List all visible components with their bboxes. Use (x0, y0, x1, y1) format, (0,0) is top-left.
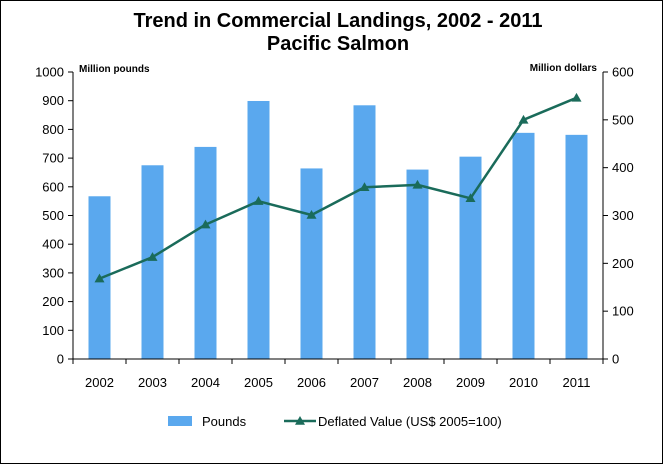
left-axis-tick-label: 200 (42, 294, 64, 309)
chart-title: Trend in Commercial Landings, 2002 - 201… (133, 10, 542, 32)
bar-2009 (459, 156, 482, 359)
left-axis-unit-label: Million pounds (79, 64, 150, 75)
value-point-2006 (306, 210, 317, 219)
right-axis-unit-label: Million dollars (530, 63, 598, 74)
value-point-2004 (200, 219, 211, 229)
legend-marker-value (295, 416, 305, 425)
bar-2008 (406, 169, 429, 359)
left-axis-tick-label: 700 (42, 151, 64, 166)
value-point-2008 (412, 179, 423, 189)
x-axis-tick-label: 2004 (191, 375, 220, 390)
bar-2010 (512, 132, 535, 359)
right-axis-tick-label: 100 (612, 304, 634, 319)
legend-swatch-pounds (168, 416, 192, 426)
left-axis-tick-label: 400 (42, 237, 64, 252)
left-axis-tick-label: 600 (42, 179, 64, 194)
legend-label-pounds: Pounds (202, 414, 247, 429)
left-axis-tick-label: 500 (42, 208, 64, 223)
axes: 0100200300400500600700800900100001002003… (35, 65, 634, 391)
value-point-2002 (94, 273, 105, 283)
left-axis-tick-label: 900 (42, 93, 64, 108)
bar-2003 (141, 165, 164, 359)
bar-2004 (194, 146, 217, 359)
legend-label-value: Deflated Value (US$ 2005=100) (318, 414, 502, 429)
right-axis-tick-label: 500 (612, 112, 634, 127)
left-axis-tick-label: 100 (42, 323, 64, 338)
value-point-2009 (465, 193, 476, 203)
x-axis-tick-label: 2010 (509, 375, 538, 390)
bar-2005 (247, 100, 270, 359)
x-axis-tick-label: 2009 (456, 375, 485, 390)
bar-2011 (565, 134, 588, 359)
bar-2007 (353, 105, 376, 360)
x-axis-tick-label: 2011 (563, 375, 591, 390)
right-axis-tick-label: 600 (612, 65, 634, 80)
right-axis-tick-label: 300 (612, 208, 634, 223)
left-axis-tick-label: 800 (42, 122, 64, 137)
left-axis-tick-label: 1000 (35, 65, 64, 80)
legend: Pounds Deflated Value (US$ 2005=100) (168, 414, 502, 429)
bar-2006 (300, 168, 323, 359)
x-axis-tick-label: 2007 (350, 375, 379, 390)
bar-series (88, 100, 588, 360)
x-axis-tick-label: 2008 (403, 375, 432, 390)
x-axis-tick-label: 2005 (244, 375, 273, 390)
x-axis-tick-label: 2006 (297, 375, 326, 390)
chart-subtitle: Pacific Salmon (267, 33, 409, 55)
x-axis-tick-label: 2003 (138, 375, 167, 390)
value-point-2011 (571, 92, 582, 102)
right-axis-tick-label: 400 (612, 160, 634, 175)
x-axis-tick-label: 2002 (85, 375, 114, 390)
value-point-2010 (518, 114, 529, 124)
line-series (94, 92, 582, 283)
value-point-2003 (147, 252, 158, 261)
right-axis-tick-label: 200 (612, 256, 634, 271)
left-axis-tick-label: 0 (57, 352, 64, 367)
left-axis-tick-label: 300 (42, 265, 64, 280)
value-point-2007 (359, 182, 370, 192)
value-point-2005 (253, 196, 264, 205)
value-line (99, 96, 577, 280)
right-axis-tick-label: 0 (612, 352, 619, 367)
